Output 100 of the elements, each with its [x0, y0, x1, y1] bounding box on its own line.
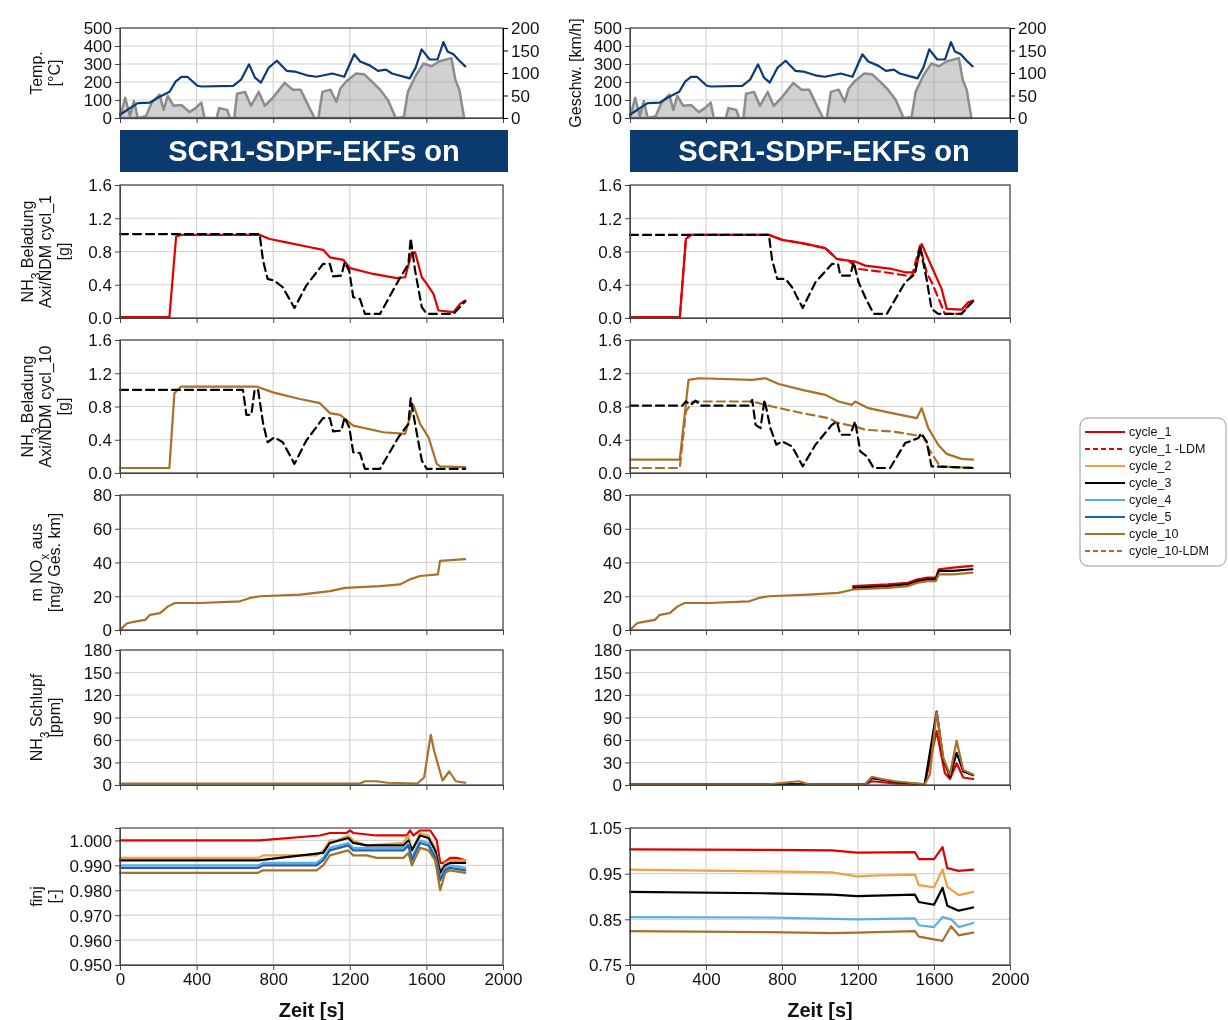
y-tick-label: 0.95 — [588, 865, 622, 885]
y-tick-label: 40 — [93, 553, 112, 573]
y-tick-label: 20 — [93, 587, 112, 607]
y-tick-label: 0.980 — [69, 881, 112, 901]
y-tick-label: 120 — [593, 686, 622, 706]
y-tick-label: 0 — [612, 776, 622, 796]
y-tick-label: 1.6 — [598, 176, 622, 196]
line-series — [118, 733, 467, 785]
y-tick-label: 400 — [593, 37, 622, 57]
y2-tick-label: 150 — [1018, 41, 1047, 61]
x-tick-label: 1200 — [331, 970, 370, 990]
y2-tick-label: 50 — [511, 86, 530, 106]
legend-label: cycle_10-LDM — [1129, 544, 1209, 558]
y-tick-label: 30 — [93, 753, 112, 773]
line-series — [628, 915, 975, 929]
y2-axis-title: Geschw. [km/h] — [566, 18, 584, 128]
y-tick-label: 0.960 — [69, 931, 112, 951]
y-tick-label: 0.970 — [69, 906, 112, 926]
line-series — [118, 558, 467, 632]
y-tick-label: 60 — [93, 520, 112, 540]
y-tick-label: 1.6 — [88, 331, 112, 351]
y-tick-label: 1.2 — [88, 364, 112, 384]
x-tick-label: 0 — [115, 970, 126, 990]
y2-tick-label: 50 — [1018, 86, 1037, 106]
y-tick-label: 100 — [593, 91, 622, 111]
y-tick-label: 0.4 — [598, 276, 622, 296]
y-tick-label: 80 — [603, 486, 622, 506]
y-tick-label: 0.990 — [69, 856, 112, 876]
chart-title: SCR1-SDPF-EKFs on — [168, 135, 460, 167]
y-tick-label: 0.4 — [88, 276, 112, 296]
y-tick-label: 1.2 — [598, 364, 622, 384]
y-tick-label: 40 — [603, 553, 622, 573]
y-tick-label: 150 — [83, 663, 112, 683]
y-tick-label: 1.05 — [588, 819, 622, 839]
y-tick-label: 60 — [603, 520, 622, 540]
line-series — [628, 868, 975, 897]
text: cycle_5 — [1129, 510, 1172, 524]
y-tick-label: 0.85 — [588, 910, 622, 930]
x-tick-label: 400 — [692, 970, 721, 990]
y-tick-label: 60 — [93, 731, 112, 751]
y-tick-label: 200 — [83, 73, 112, 93]
y-tick-label: 150 — [593, 663, 622, 683]
text: cycle_2 — [1129, 459, 1172, 473]
y2-tick-label: 200 — [511, 19, 540, 39]
line-series — [628, 886, 975, 912]
y-tick-label: 0.8 — [88, 397, 112, 417]
text: cycle_1 -LDM — [1129, 442, 1206, 456]
y-tick-label: 0.4 — [88, 431, 112, 451]
y2-tick-label: 150 — [511, 41, 540, 61]
x-tick-label: 2000 — [991, 970, 1030, 990]
y2-tick-label: 0 — [1018, 109, 1028, 129]
text: cycle_1 — [1129, 425, 1172, 439]
x-tick-label: 800 — [259, 970, 288, 990]
x-tick-label: 1600 — [915, 970, 954, 990]
y-tick-label: 0.8 — [88, 242, 112, 262]
y2-tick-label: 100 — [511, 64, 540, 84]
text: cycle_4 — [1129, 493, 1172, 507]
y-tick-label: 1.000 — [69, 831, 112, 851]
line-series — [628, 925, 975, 942]
y-tick-label: 0.4 — [598, 431, 622, 451]
y-tick-label: 400 — [83, 37, 112, 57]
y-tick-label: 0.0 — [598, 309, 622, 329]
y-tick-label: 80 — [93, 486, 112, 506]
x-tick-label: 2000 — [484, 970, 523, 990]
x-tick-label: 800 — [768, 970, 797, 990]
y2-tick-label: 0 — [511, 109, 521, 129]
y-tick-label: 500 — [593, 19, 622, 39]
y-tick-label: 0.75 — [588, 956, 622, 976]
line-series — [118, 846, 467, 892]
y-tick-label: 0.8 — [598, 242, 622, 262]
y-tick-label: 20 — [603, 587, 622, 607]
y-tick-label: 0.950 — [69, 956, 112, 976]
y-tick-label: 60 — [603, 731, 622, 751]
line-series — [628, 40, 974, 116]
y-tick-label: 90 — [93, 708, 112, 728]
text: cycle_3 — [1129, 476, 1172, 490]
text: cycle_10 — [1129, 527, 1179, 541]
y-tick-label: 30 — [603, 753, 622, 773]
y-tick-label: 500 — [83, 19, 112, 39]
y-tick-label: 90 — [603, 708, 622, 728]
y-tick-label: 1.6 — [88, 176, 112, 196]
y2-tick-label: 100 — [1018, 64, 1047, 84]
line-series — [118, 40, 467, 116]
x-tick-label: 1600 — [407, 970, 446, 990]
y-tick-label: 0 — [102, 621, 112, 641]
line-series — [628, 846, 975, 873]
y-tick-label: 0 — [612, 621, 622, 641]
y-tick-label: 0 — [102, 109, 112, 129]
y-tick-label: 0.0 — [88, 309, 112, 329]
y-tick-label: 0.0 — [88, 464, 112, 484]
x-tick-label: 400 — [182, 970, 212, 990]
y-tick-label: 0 — [102, 776, 112, 796]
y-tick-label: 200 — [593, 73, 622, 93]
y-tick-label: 300 — [593, 55, 622, 75]
y-tick-label: 180 — [593, 641, 622, 661]
y-tick-label: 1.2 — [598, 209, 622, 229]
y-tick-label: 0.8 — [598, 397, 622, 417]
y-tick-label: 0.0 — [598, 464, 622, 484]
y-tick-label: 180 — [83, 641, 112, 661]
line-series — [628, 571, 974, 632]
